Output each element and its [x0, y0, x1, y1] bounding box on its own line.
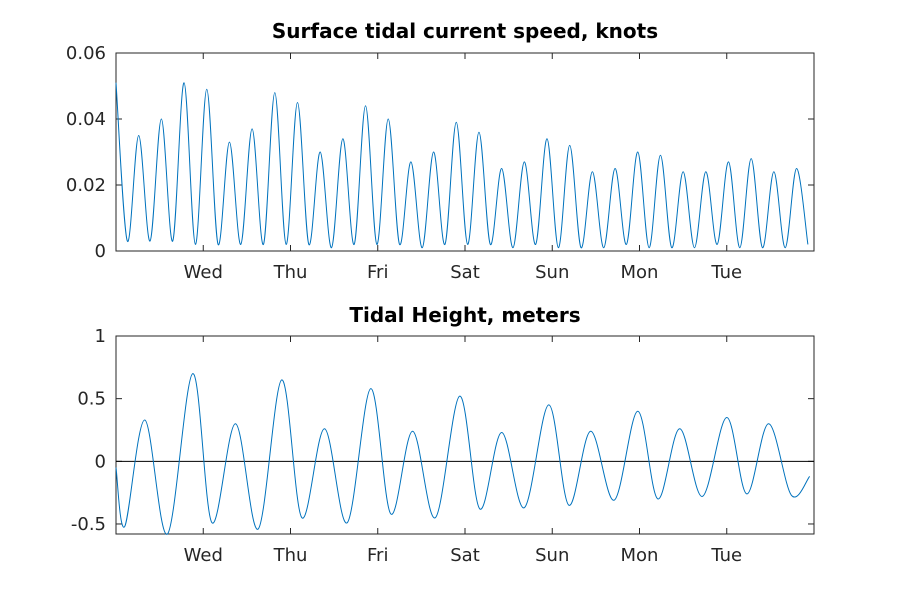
x-tick-label: Thu — [273, 545, 308, 566]
x-tick-label: Tue — [710, 545, 742, 566]
y-tick-label: -0.5 — [71, 514, 106, 535]
tidal-height-chart: Tidal Height, meters -0.5 0 0.5 1 Wed Thu Fri… — [71, 303, 815, 566]
x-tick-label: Fri — [367, 545, 388, 566]
series-line — [115, 373, 811, 535]
y-axis: 0 0.02 0.04 0.06 — [66, 43, 814, 262]
series-group — [115, 82, 809, 249]
y-axis: -0.5 0 0.5 1 — [71, 326, 814, 535]
y-tick-label: 0.04 — [66, 109, 106, 130]
x-tick-label: Fri — [367, 262, 388, 283]
current-speed-chart: Surface tidal current speed, knots 0 0.02… — [66, 19, 815, 283]
chart-title: Surface tidal current speed, knots — [272, 19, 658, 43]
x-tick-label: Wed — [184, 262, 223, 283]
series-group — [115, 373, 814, 535]
plot-area — [115, 52, 815, 252]
y-tick-label: 0.06 — [66, 43, 106, 64]
x-tick-label: Mon — [621, 545, 659, 566]
y-tick-label: 0.02 — [66, 175, 106, 196]
x-tick-label: Wed — [184, 545, 223, 566]
x-axis: Wed Thu Fri Sat Sun Mon Tue — [184, 336, 742, 566]
x-tick-label: Sat — [450, 262, 480, 283]
plot-area — [115, 335, 815, 535]
x-tick-label: Mon — [621, 262, 659, 283]
y-tick-label: 0.5 — [77, 389, 106, 410]
series-line — [115, 82, 809, 249]
y-tick-label: 1 — [95, 326, 106, 347]
x-axis: Wed Thu Fri Sat Sun Mon Tue — [184, 53, 742, 283]
x-tick-label: Tue — [710, 262, 742, 283]
x-tick-label: Sun — [535, 262, 569, 283]
x-tick-label: Sat — [450, 545, 480, 566]
y-tick-label: 0 — [95, 451, 106, 472]
x-tick-label: Thu — [273, 262, 308, 283]
chart-title: Tidal Height, meters — [349, 303, 580, 327]
y-tick-label: 0 — [95, 241, 106, 262]
x-tick-label: Sun — [535, 545, 569, 566]
